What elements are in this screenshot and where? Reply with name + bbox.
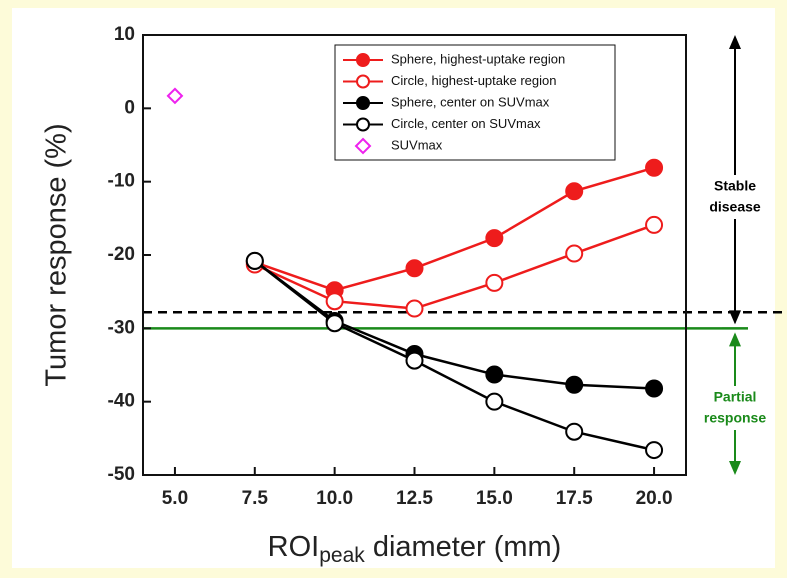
x-axis-label-part: peak <box>319 544 365 567</box>
marker <box>485 365 504 384</box>
marker <box>565 422 584 441</box>
annotation-text: Stable <box>714 178 756 194</box>
legend-label: SUVmax <box>391 137 443 152</box>
marker <box>565 375 584 394</box>
marker <box>325 292 344 311</box>
x-tick-label: 7.5 <box>242 488 269 509</box>
marker <box>565 182 584 201</box>
marker <box>485 229 504 248</box>
annotation-text: disease <box>709 199 761 215</box>
marker <box>645 158 664 177</box>
annotation-text: Partial <box>714 389 757 405</box>
x-tick-label: 20.0 <box>636 488 673 509</box>
y-tick-label: -30 <box>108 317 135 338</box>
legend-box <box>334 44 616 161</box>
arrowhead <box>729 461 741 475</box>
legend-label: Circle, highest-uptake region <box>391 73 556 88</box>
marker <box>356 96 370 110</box>
y-tick-label: 10 <box>114 24 135 45</box>
x-tick-label: 12.5 <box>396 488 433 509</box>
y-tick-label: -50 <box>108 464 135 485</box>
y-axis-label: Tumor response (%) <box>41 123 73 386</box>
marker <box>166 87 184 105</box>
y-tick-label: 0 <box>124 97 135 118</box>
x-axis-label-part: diameter (mm) <box>365 531 562 563</box>
arrowhead <box>729 310 741 325</box>
marker <box>565 244 584 263</box>
marker <box>485 392 504 411</box>
marker <box>485 273 504 292</box>
annotation-background <box>695 386 775 430</box>
arrowhead <box>729 35 741 49</box>
marker <box>356 117 370 132</box>
x-tick-label: 15.0 <box>476 488 513 509</box>
marker <box>405 351 424 370</box>
marker <box>405 259 424 278</box>
marker <box>405 299 424 318</box>
x-tick-label: 17.5 <box>556 488 593 509</box>
legend-label: Sphere, highest-uptake region <box>391 51 565 66</box>
marker <box>645 379 664 398</box>
marker <box>645 441 664 460</box>
annotation-background <box>695 175 775 219</box>
marker <box>325 314 344 333</box>
marker <box>245 251 264 270</box>
x-axis-label-part: ROI <box>268 531 320 563</box>
x-tick-label: 5.0 <box>162 488 188 509</box>
annotation-text: response <box>704 410 766 426</box>
legend-label: Circle, center on SUVmax <box>391 116 541 131</box>
marker <box>356 74 370 89</box>
marker <box>354 137 372 155</box>
series-line <box>254 259 655 452</box>
y-tick-label: -10 <box>108 171 135 192</box>
series-line <box>254 223 655 310</box>
y-tick-label: -20 <box>108 244 135 265</box>
legend-label: Sphere, center on SUVmax <box>391 94 550 109</box>
arrowhead <box>729 332 741 347</box>
y-tick-label: -40 <box>108 391 135 412</box>
series-line <box>254 166 655 292</box>
x-axis-label: ROIpeak diameter (mm) <box>268 531 562 567</box>
marker <box>356 53 370 67</box>
series-line <box>254 259 655 390</box>
x-tick-label: 10.0 <box>316 488 353 509</box>
marker <box>645 215 664 234</box>
